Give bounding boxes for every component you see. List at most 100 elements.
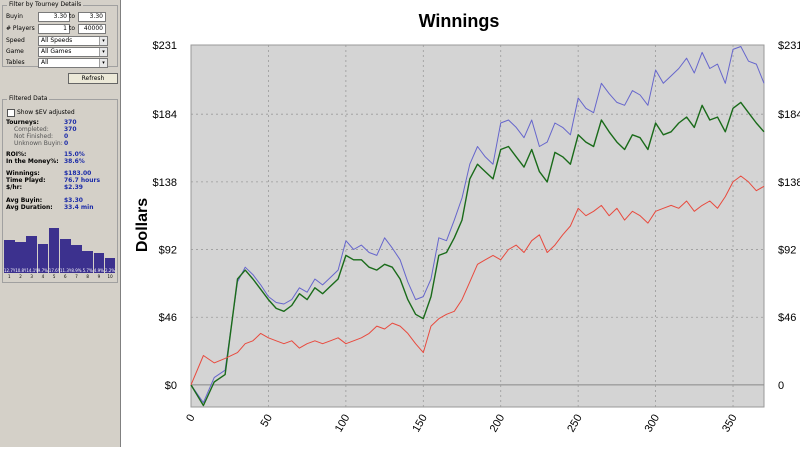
speed-dropdown-arrow-icon[interactable]: ▾ [99, 37, 107, 45]
x-tick-label: 250 [565, 413, 585, 435]
roi-value: 15.0% [64, 151, 85, 158]
histogram-bar-6 [60, 238, 71, 268]
series-line-1 [190, 46, 765, 404]
sidebar: Filter by Tourney Details Buyin 3.30 to … [0, 0, 121, 447]
y-axis-label: Dollars [134, 198, 151, 252]
per-hour-value: $2.39 [64, 184, 83, 191]
histogram-bar-label: 4.9% [93, 268, 105, 273]
y-tick-label-left: $231 [153, 40, 177, 52]
completed-label: Completed: [14, 126, 49, 133]
roi-label: ROI%: [6, 151, 27, 158]
finish-position-histogram: 12.7% 1 10.8% 2 14.1% 3 9.7% 4 17.6% 5 11.3% 6 8.9% 7… [3, 208, 116, 284]
x-tick-label: 150 [410, 413, 430, 435]
histogram-position-label: 8 [86, 274, 89, 279]
histogram-position-label: 5 [52, 274, 56, 279]
series-layer [190, 46, 765, 407]
winnings-chart-svg: Winnings Dollars $0 0 $46 $46 $92 $92 $138 $138… [134, 11, 800, 434]
buyin-from-input[interactable]: 3.30 [38, 12, 70, 22]
histogram-bar-10 [104, 257, 116, 268]
x-tick-label: 0 [184, 413, 197, 424]
winnings-label: Winnings: [6, 170, 40, 177]
not-finished-label: Not Finished: [14, 133, 54, 140]
time-played-value: 76.7 hours [64, 177, 101, 184]
speed-select[interactable]: All Speeds ▾ [38, 36, 108, 46]
unknown-buyin-value: 0 [64, 140, 69, 147]
x-tick-label: 200 [488, 413, 508, 435]
tables-select[interactable]: All ▾ [38, 58, 108, 68]
histogram-bar-9 [93, 253, 105, 268]
players-from-input[interactable]: 1 [38, 24, 70, 34]
x-tick-label: 100 [333, 413, 353, 435]
histogram-bar-label: 5.7% [82, 268, 93, 273]
y-tick-label-right: $92 [778, 245, 796, 257]
histogram-bar-label: 8.9% [71, 268, 82, 273]
avg-duration-label: Avg Duration: [6, 204, 53, 211]
x-tick-label: 300 [643, 413, 663, 435]
histogram-position-label: 2 [19, 274, 22, 279]
y-tick-label-left: $184 [153, 109, 177, 121]
unknown-buyin-label: Unknown Buyin: [14, 140, 63, 147]
buyin-to-input[interactable]: 3.30 [78, 12, 106, 22]
histogram-bar-label: 14.1% [26, 268, 40, 273]
histogram-bar-7 [71, 244, 82, 268]
itm-label: In the Money%: [6, 158, 59, 165]
avg-buyin-value: $3.30 [64, 197, 83, 204]
game-label: Game [6, 48, 24, 55]
tourneys-label: Tourneys: [6, 119, 39, 126]
buyin-to-label: to [69, 13, 76, 20]
show-ev-checkbox[interactable] [7, 109, 15, 117]
filter-group-title: Filter by Tourney Details [7, 1, 84, 9]
y-tick-label-left: $46 [159, 312, 177, 324]
players-to-input[interactable]: 40000 [78, 24, 106, 34]
game-select-value: All Games [41, 48, 72, 55]
histogram-bar-3 [26, 235, 37, 268]
histogram-bar-1 [4, 239, 15, 268]
tables-label: Tables [6, 59, 25, 66]
tourneys-value: 370 [64, 119, 77, 126]
game-select[interactable]: All Games ▾ [38, 47, 108, 57]
filtered-data-title: Filtered Data [7, 95, 50, 103]
histogram-bar-label: 12.7% [4, 268, 17, 273]
not-finished-value: 0 [64, 133, 69, 140]
completed-value: 370 [64, 126, 77, 133]
histogram-bar-label: 9.7% [37, 268, 49, 273]
y-tick-label-left: $138 [153, 177, 177, 189]
avg-buyin-label: Avg Buyin: [6, 197, 43, 204]
winnings-chart: Winnings Dollars $0 0 $46 $46 $92 $92 $138 $138… [121, 0, 800, 447]
histogram-position-label: 7 [75, 274, 78, 279]
y-tick-label-right: $231 [778, 40, 800, 52]
histogram-bar-label: 10.8% [15, 268, 28, 273]
histogram-bar-2 [15, 242, 26, 268]
axis-layer: $0 0 $46 $46 $92 $92 $138 $138 $184 $184 $231 $231 0… [153, 40, 800, 434]
histogram-position-label: 9 [97, 274, 101, 279]
players-to-label: to [69, 25, 76, 32]
histogram-position-label: 3 [30, 274, 33, 279]
histogram-position-label: 6 [64, 274, 67, 279]
plot-background [190, 44, 765, 408]
game-dropdown-arrow-icon[interactable]: ▾ [99, 48, 107, 56]
histogram-bar-8 [82, 251, 93, 268]
x-tick-label: 50 [259, 413, 276, 430]
histogram-position-label: 4 [41, 274, 45, 279]
speed-select-value: All Speeds [41, 37, 73, 44]
histogram-bar-label: 11.3% [60, 268, 73, 273]
itm-value: 38.6% [64, 158, 85, 165]
histogram-bar-label: 2.2% [104, 268, 116, 273]
y-tick-label-right: 0 [778, 380, 784, 392]
players-label: # Players [6, 25, 35, 32]
histogram-bar-4 [37, 243, 49, 268]
histogram-position-label: 10 [107, 274, 113, 279]
histogram-bar-5 [48, 228, 60, 268]
y-tick-label-right: $184 [778, 109, 800, 121]
per-hour-label: $/hr: [6, 184, 22, 191]
histogram-position-label: 1 [8, 274, 11, 279]
series-line-3 [190, 175, 765, 386]
buyin-label: Buyin [6, 13, 23, 20]
refresh-button[interactable]: Refresh [68, 73, 118, 84]
y-tick-label-right: $46 [778, 312, 796, 324]
show-ev-label: Show $EV adjusted [17, 109, 75, 116]
grid-layer [191, 44, 764, 407]
tables-dropdown-arrow-icon[interactable]: ▾ [99, 59, 107, 67]
y-tick-label-left: $92 [159, 245, 177, 257]
x-tick-label: 350 [720, 413, 740, 435]
